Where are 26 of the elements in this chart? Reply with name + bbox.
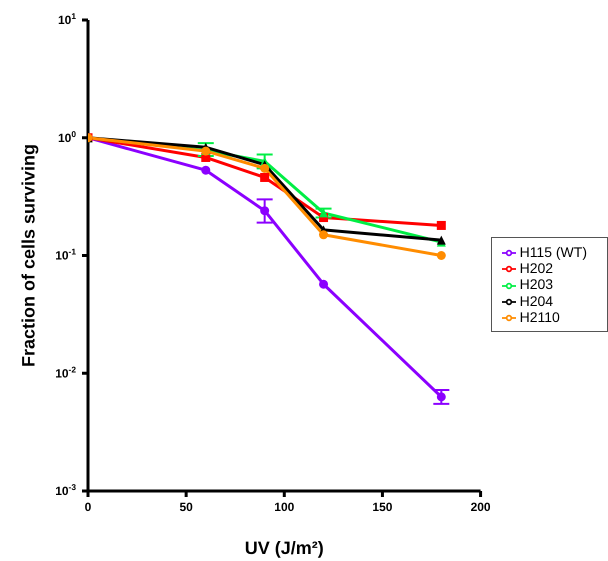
point	[260, 164, 270, 173]
point	[319, 280, 328, 289]
y-tick-label: 10$^{0}$	[58, 128, 76, 145]
y-tick-label: 10$^{1}$	[58, 11, 76, 27]
y-axis-title: Fraction of cells surviving	[18, 144, 38, 368]
point	[436, 220, 446, 230]
x-tick-label: 200	[470, 500, 491, 514]
legend-label: H204	[520, 292, 554, 309]
x-axis-title: UV (J/m²)	[244, 538, 324, 558]
x-tick-label: 0	[84, 500, 92, 514]
y-tick-label: 10$^{-3}$	[55, 482, 76, 498]
point	[260, 172, 270, 182]
legend-label: H203	[520, 276, 554, 292]
point	[201, 166, 210, 175]
legend-label: H202	[520, 260, 554, 276]
point	[319, 230, 328, 240]
point	[436, 251, 446, 260]
y-tick-label: 10$^{-2}$	[55, 364, 76, 380]
y-tick-label: 10$^{-1}$	[55, 246, 76, 262]
legend-label: H115 (WT)	[520, 244, 587, 260]
x-tick-label: 50	[179, 500, 194, 514]
point	[436, 392, 446, 402]
x-tick-label: 150	[372, 500, 393, 514]
x-tick-label: 100	[274, 500, 295, 514]
point	[260, 206, 270, 216]
legend-label: H2110	[520, 308, 560, 325]
